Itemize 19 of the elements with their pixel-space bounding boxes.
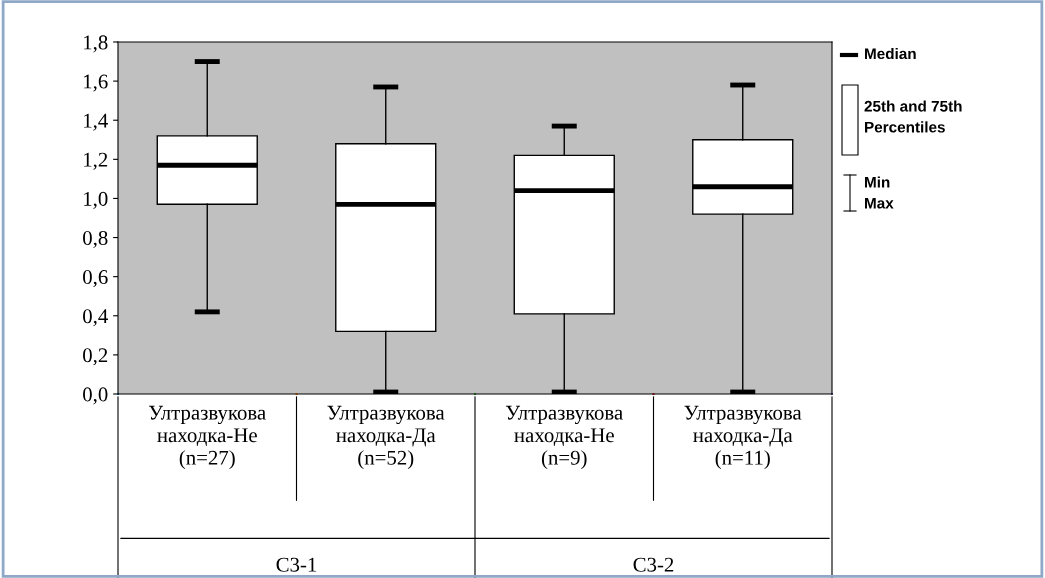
y-tick-label: 0,2 — [83, 348, 108, 366]
y-tick-label: 1,2 — [84, 152, 108, 170]
x-tick-label: Ултразвукова находка-Не (n=27) — [148, 405, 266, 470]
y-tick-label: 1,0 — [84, 191, 108, 209]
text: 25th and 75th Percentiles — [864, 100, 962, 133]
y-tick-label: 0,0 — [83, 387, 108, 405]
x-tick-label: Ултразвукова находка-Да (n=52) — [327, 405, 445, 470]
text: C3-1 — [276, 557, 317, 572]
text: Median — [865, 47, 916, 60]
x-tick-label: Ултразвукова находка-Да (n=11) — [684, 405, 802, 470]
text: C3-2 — [633, 557, 674, 572]
y-tick-label: 1,6 — [84, 74, 108, 92]
y-tick-label: 1,4 — [84, 113, 108, 131]
y-tick-label: 0,8 — [83, 230, 108, 248]
x-tick-label: Ултразвукова находка-Не (n=9) — [505, 405, 623, 470]
y-tick-label: 0,4 — [83, 309, 108, 327]
y-tick-label: 1,8 — [84, 35, 108, 53]
text: Min Max — [865, 176, 894, 209]
y-tick-label: 0,6 — [83, 270, 108, 288]
